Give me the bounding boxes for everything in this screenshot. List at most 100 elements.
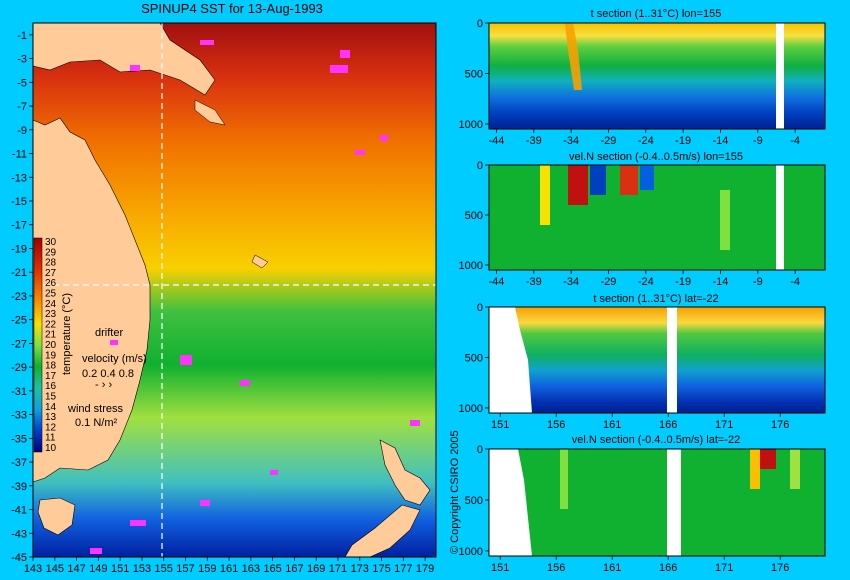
section-y-tick-label: 500 — [465, 352, 483, 364]
map-lat-tick-label: -35 — [11, 433, 27, 445]
section-x-tick-label: -9 — [753, 135, 763, 147]
section-x-tick-label: 161 — [603, 419, 621, 431]
map-lon-tick-label: 173 — [351, 563, 369, 575]
section-x-tick-label: -14 — [713, 135, 729, 147]
copyright: © Copyright CSIRO 2005 — [449, 430, 461, 554]
section-x-tick-label: -34 — [563, 135, 579, 147]
map-lat-tick-label: -31 — [11, 386, 27, 398]
map-lat-tick-label: -9 — [17, 125, 27, 137]
colorbar-tick-label: 12 — [45, 422, 57, 433]
map-lat-tick-label: -5 — [17, 77, 27, 89]
colorbar-tick-label: 26 — [45, 278, 57, 289]
drifter-label: drifter — [95, 327, 123, 339]
section-x-tick-label: 176 — [771, 419, 789, 431]
map-lat-tick-label: -1 — [17, 30, 27, 42]
section-panel-4: vel.N section (-0.4..0.5m/s) lat=-22 151… — [459, 434, 826, 574]
map-title: SPINUP4 SST for 13-Aug-1993 — [141, 1, 323, 16]
map-lon-tick-label: 147 — [67, 563, 85, 575]
map-lat-tick-label: -29 — [11, 362, 27, 374]
new-caledonia — [251, 254, 269, 269]
section-x-tick-label: 171 — [715, 562, 733, 574]
section-y-tick-label: 1000 — [459, 546, 483, 558]
map-lat-tick-label: -13 — [11, 172, 27, 184]
map-lat-tick-label: -7 — [17, 101, 27, 113]
section-x-tick-label: 156 — [547, 562, 565, 574]
colorbar-tick-label: 27 — [45, 268, 57, 279]
colorbar-tick-label: 18 — [45, 361, 57, 372]
wind-value: 0.1 N/m² — [75, 417, 118, 429]
colorbar-tick-label: 16 — [45, 381, 57, 392]
colorbar-tick-label: 11 — [45, 433, 56, 444]
section-x-tick-label: 171 — [715, 419, 733, 431]
map-lon-tick-label: 157 — [176, 563, 194, 575]
section-x-tick-label: -4 — [790, 276, 800, 288]
colorbar-tick-label: 22 — [45, 319, 57, 330]
colorbar-tick-label: 19 — [45, 350, 57, 361]
solomon-islands — [194, 99, 226, 126]
map-lat-tick-label: -15 — [11, 196, 27, 208]
map-lon-tick-label: 175 — [372, 563, 390, 575]
section-y-tick-label: 0 — [477, 302, 483, 314]
panel-1-field — [489, 23, 825, 129]
map-lat-tick-label: -17 — [11, 220, 27, 232]
section-x-tick-label: 166 — [659, 419, 677, 431]
section-x-tick-label: -39 — [526, 276, 542, 288]
map-lat-tick-label: -43 — [11, 528, 27, 540]
colorbar-tick-label: 15 — [45, 392, 57, 403]
map-lon-tick-label: 145 — [46, 563, 64, 575]
colorbar-tick-label: 25 — [45, 289, 57, 300]
velocity-arrows: ‐ › › — [95, 379, 112, 391]
section-x-tick-label: -19 — [675, 135, 691, 147]
panel-3-land — [489, 307, 532, 413]
section-x-tick-label: -4 — [790, 135, 800, 147]
map-lat-tick-label: -37 — [11, 457, 27, 469]
colorbar-tick-label: 13 — [45, 412, 57, 423]
nz-north-island — [379, 439, 431, 506]
panel-1-title: t section (1..31°C) lon=155 — [591, 8, 722, 20]
section-y-tick-label: 0 — [477, 160, 483, 172]
section-x-tick-label: 161 — [603, 562, 621, 574]
map-lon-tick-label: 149 — [89, 563, 107, 575]
section-x-tick-label: 156 — [547, 419, 565, 431]
map-lat-tick-label: -21 — [11, 267, 27, 279]
section-x-tick-label: 151 — [491, 562, 509, 574]
new-guinea-land — [32, 22, 216, 96]
section-panel-1: t section (1..31°C) lon=155 -44 -39 -34 -29… — [459, 8, 826, 147]
map-lon-tick-label: 161 — [220, 563, 238, 575]
map-lat-tick-label: -11 — [12, 149, 27, 161]
wind-label: wind stress — [67, 403, 124, 415]
map-lat-tick-label: -45 — [11, 552, 27, 564]
map-lon-tick-label: 155 — [155, 563, 173, 575]
map-lon-tick-label: 171 — [329, 563, 347, 575]
section-x-tick-label: -44 — [489, 276, 505, 288]
map-lon-tick-label: 165 — [263, 563, 281, 575]
colorbar — [33, 237, 43, 453]
map-ticks: 143 145 147 149 151 153 155 157 159 161 163 165 167 1… — [11, 30, 434, 575]
map-lon-tick-label: 153 — [133, 563, 151, 575]
panel-4-land — [489, 449, 532, 556]
map-lon-tick-label: 151 — [111, 563, 129, 575]
colorbar-tick-label: 17 — [45, 371, 57, 382]
map-lon-tick-label: 179 — [416, 563, 434, 575]
velocity-label: velocity (m/s) — [82, 353, 147, 365]
tasmania-land — [37, 497, 76, 536]
map-lon-tick-label: 169 — [307, 563, 325, 575]
map-lat-tick-label: -27 — [11, 338, 27, 350]
drifter-markers — [90, 40, 420, 554]
map-lat-tick-label: -3 — [17, 54, 27, 66]
section-x-tick-label: -34 — [563, 276, 579, 288]
map-lon-tick-label: 143 — [24, 563, 42, 575]
colorbar-label: temperature (°C) — [61, 293, 73, 375]
section-x-tick-label: -29 — [601, 135, 617, 147]
map-lat-tick-label: -25 — [11, 315, 27, 327]
colorbar-tick-label: 29 — [45, 247, 57, 258]
colorbar-tick-label: 28 — [45, 258, 57, 269]
panel-1-gap — [776, 23, 784, 129]
section-x-tick-label: -29 — [601, 276, 617, 288]
section-y-tick-label: 1000 — [459, 119, 483, 131]
section-x-tick-label: 151 — [491, 419, 509, 431]
australia-land — [32, 117, 151, 483]
panel-2-field — [489, 165, 825, 270]
colorbar-tick-label: 24 — [45, 299, 57, 310]
map-lat-tick-label: -23 — [11, 291, 27, 303]
